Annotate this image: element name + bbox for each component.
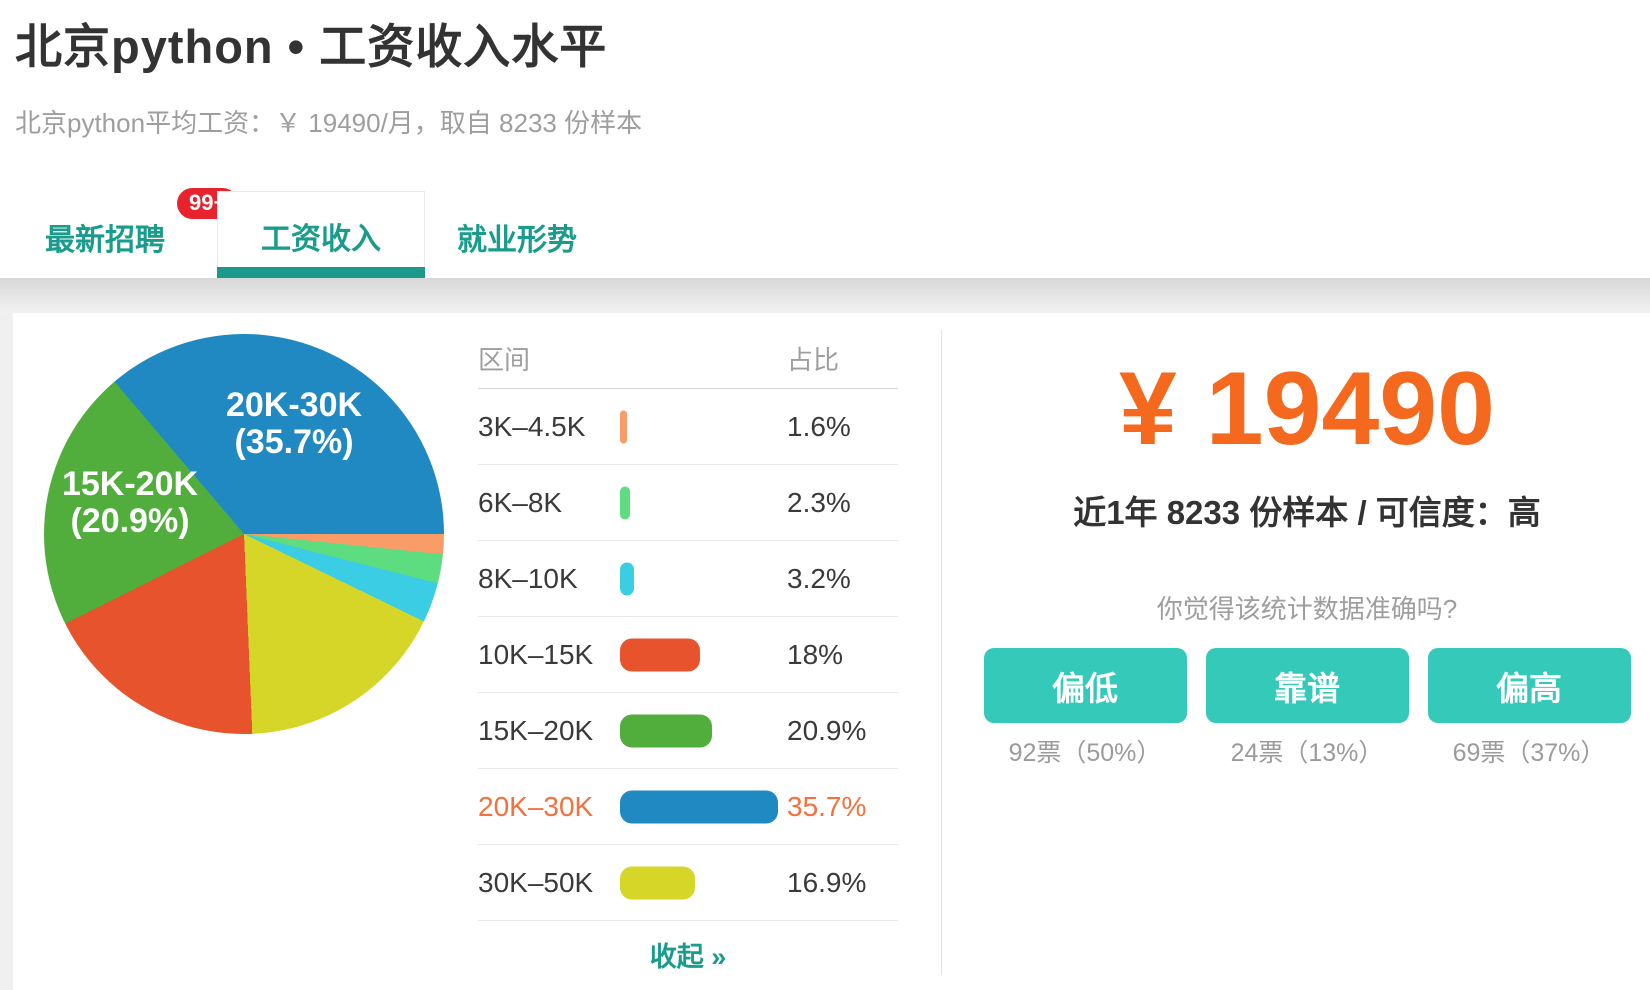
vote-count-row: 92票（50%） 24票（13%） 69票（37%） bbox=[964, 733, 1650, 769]
range-label: 30K–50K bbox=[478, 866, 594, 898]
percentage-value: 20.9% bbox=[787, 714, 867, 746]
tab-salary-income[interactable]: 工资收入 bbox=[217, 191, 425, 278]
percentage-bar bbox=[620, 866, 695, 899]
table-header-row: 区间 占比 bbox=[478, 320, 898, 389]
average-salary-amount: ¥ 19490 bbox=[1119, 351, 1495, 467]
page-title: 北京python • 工资收入水平 bbox=[15, 20, 608, 73]
salary-range-table: 区间 占比 3K–4.5K 1.6% 6K–8K 2.3% 8K–10K 3.2% 10K–… bbox=[478, 320, 898, 974]
table-row: 6K–8K 2.3% bbox=[478, 465, 898, 541]
table-row: 30K–50K 16.9% bbox=[478, 845, 898, 921]
range-label: 15K–20K bbox=[478, 714, 594, 746]
vote-button-too-high[interactable]: 偏高 bbox=[1427, 648, 1631, 724]
table-row: 20K–30K 35.7% bbox=[478, 769, 898, 845]
vote-button-too-low[interactable]: 偏低 bbox=[983, 648, 1187, 724]
pie-label-20k-30k: 20K-30K (35.7%) bbox=[225, 386, 363, 461]
page-subtitle: 北京python平均工资：￥ 19490/月，取自 8233 份样本 bbox=[15, 108, 643, 138]
accuracy-question: 你觉得该统计数据准确吗? bbox=[1156, 594, 1458, 625]
active-tab-underline bbox=[217, 267, 425, 278]
percentage-value: 16.9% bbox=[787, 866, 867, 898]
collapse-link[interactable]: 收起 » bbox=[649, 942, 727, 972]
percentage-bar bbox=[620, 410, 628, 443]
summary-panel: ¥ 19490 近1年 8233 份样本 / 可信度：高 你觉得该统计数据准确吗… bbox=[942, 313, 1650, 769]
sample-confidence-line: 近1年 8233 份样本 / 可信度：高 bbox=[1073, 494, 1541, 532]
table-row: 3K–4.5K 1.6% bbox=[478, 389, 898, 465]
salary-distribution-pie-chart bbox=[44, 334, 444, 734]
percentage-bar bbox=[620, 562, 635, 595]
percentage-bar bbox=[620, 714, 713, 747]
percentage-value: 2.3% bbox=[787, 486, 851, 518]
range-label: 3K–4.5K bbox=[478, 410, 586, 442]
range-label: 10K–15K bbox=[478, 638, 594, 670]
range-label: 8K–10K bbox=[478, 562, 578, 594]
percentage-value: 3.2% bbox=[787, 562, 851, 594]
percentage-bar bbox=[620, 638, 700, 671]
tab-latest-jobs[interactable]: 最新招聘 bbox=[45, 224, 165, 257]
vertical-divider bbox=[941, 330, 942, 975]
range-label: 20K–30K bbox=[478, 790, 594, 822]
percentage-value: 18% bbox=[787, 638, 844, 670]
table-row: 10K–15K 18% bbox=[478, 617, 898, 693]
table-row: 8K–10K 3.2% bbox=[478, 541, 898, 617]
tab-employment-trend[interactable]: 就业形势 bbox=[457, 224, 577, 257]
pie-label-15k-20k: 15K-20K (20.9%) bbox=[61, 465, 199, 540]
card-top-shadow bbox=[0, 278, 1650, 313]
percentage-value: 35.7% bbox=[787, 790, 867, 822]
vote-button-accurate[interactable]: 靠谱 bbox=[1205, 648, 1409, 724]
tab-salary-income-label: 工资收入 bbox=[261, 223, 381, 256]
percentage-bar bbox=[620, 486, 631, 519]
range-label: 6K–8K bbox=[478, 486, 563, 518]
vote-count-too-low: 92票（50%） bbox=[1008, 739, 1162, 768]
vote-button-row: 偏低 靠谱 偏高 bbox=[964, 648, 1650, 724]
percentage-value: 1.6% bbox=[787, 410, 851, 442]
column-header-percentage: 占比 bbox=[787, 345, 840, 375]
vote-count-too-high: 69票（37%） bbox=[1452, 739, 1606, 768]
vote-count-accurate: 24票（13%） bbox=[1230, 739, 1384, 768]
column-header-range: 区间 bbox=[478, 345, 531, 375]
table-row: 15K–20K 20.9% bbox=[478, 693, 898, 769]
percentage-bar bbox=[620, 790, 778, 823]
